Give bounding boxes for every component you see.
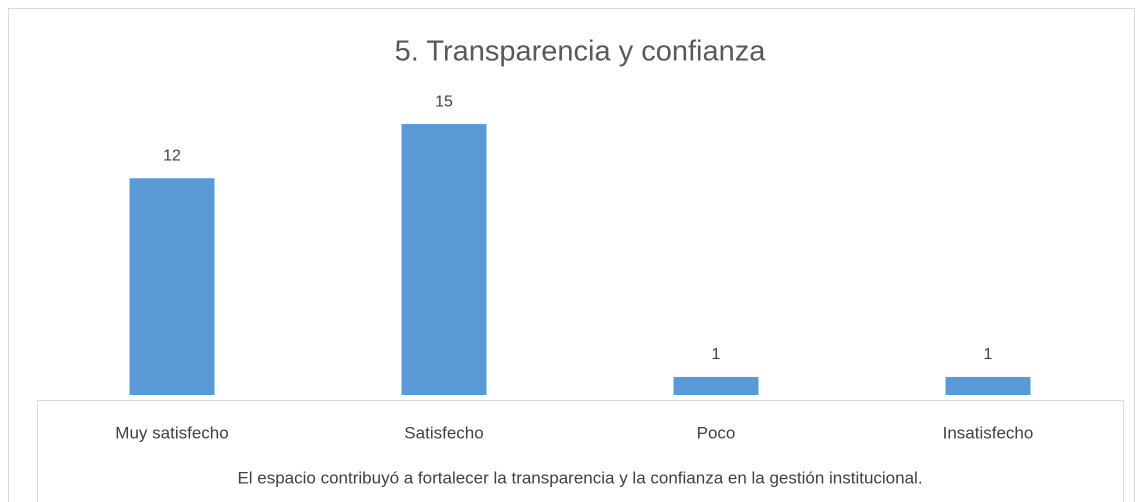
data-label: 1 — [712, 346, 721, 363]
x-axis-label: El espacio contribuyó a fortalecer la tr… — [237, 468, 922, 487]
data-label: 1 — [984, 346, 993, 363]
data-label: 12 — [163, 147, 181, 164]
bar — [945, 376, 1031, 395]
chart-border — [8, 8, 1135, 502]
bar — [401, 124, 487, 395]
category-frame — [37, 400, 1124, 502]
x-tick-label: Insatisfecho — [943, 423, 1034, 442]
bar — [673, 376, 759, 395]
x-tick-label: Satisfecho — [404, 423, 483, 442]
bar — [129, 178, 215, 395]
x-tick-label: Muy satisfecho — [115, 423, 228, 442]
x-tick-label: Poco — [697, 423, 736, 442]
data-label: 15 — [435, 93, 453, 110]
chart-title: 5. Transparencia y confianza — [395, 36, 767, 68]
